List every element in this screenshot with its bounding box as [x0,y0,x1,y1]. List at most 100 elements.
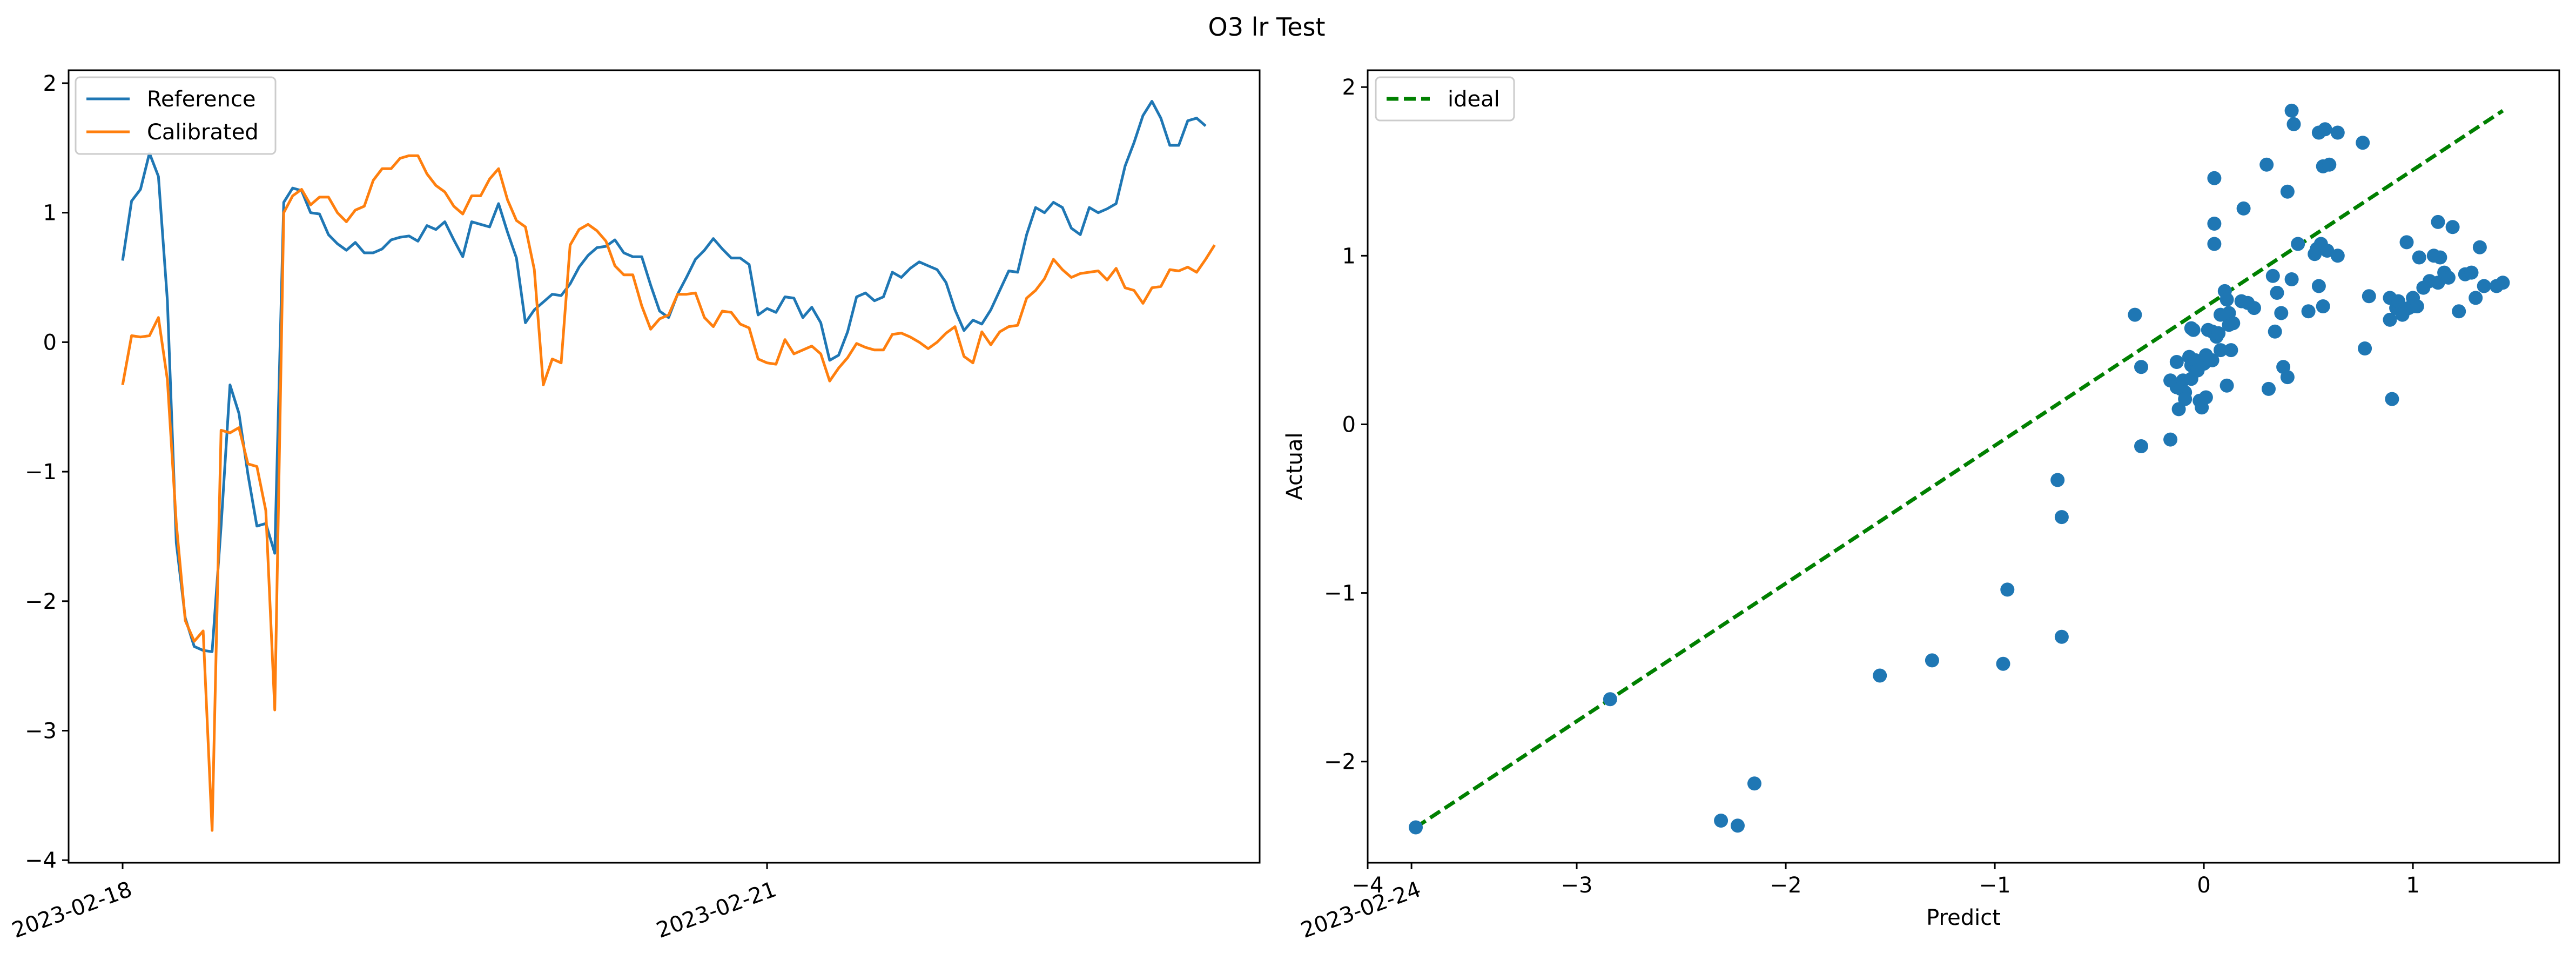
scatter-point [1925,653,1939,668]
scatter-point [2286,117,2301,131]
scatter-point [2477,279,2491,293]
x-tick-label: −2 [1770,873,1802,898]
scatter-point [2445,220,2460,234]
scatter-point [2226,316,2241,331]
scatter-point [2284,103,2299,118]
scatter-point [2207,237,2222,251]
scatter-point [2433,250,2447,265]
ideal-line [1415,109,2504,829]
scatter-point [2452,304,2466,319]
scatter-point [2169,355,2184,369]
scatter-point [2134,360,2148,374]
scatter-point [1747,776,1761,791]
scatter-point [2236,201,2251,216]
figure-title: O3 lr Test [1208,12,1326,42]
scatter-point [2330,249,2345,263]
y-tick-label: 0 [43,330,57,355]
right-legend-box [1375,76,1515,122]
right-axes-frame [1367,69,2560,864]
scatter-panel: −2 −1 0 1 2 −4 −3 −2 −1 0 1 Predict Actual ideal [1282,69,2560,930]
scatter-point [2399,235,2414,250]
scatter-point [2280,370,2295,385]
scatter-point [2318,122,2332,137]
scatter-point [1996,656,2010,671]
y-tick-label: −2 [1324,750,1356,775]
scatter-point [2301,304,2316,319]
scatter-point [2330,125,2345,140]
y-tick-label: −4 [25,848,57,873]
y-tick-label: 2 [1342,75,1356,100]
scatter-point [2391,294,2405,308]
legend-ideal-label: ideal [1448,87,1500,112]
scatter-point [2385,392,2399,406]
scatter-point [2247,301,2261,315]
y-tick-label: 2 [43,71,57,96]
ideal-line-group [1415,109,2504,829]
x-tick-label: −4 [1352,873,1384,898]
scatter-point [2268,324,2282,339]
scatter-point [2265,268,2280,283]
scatter-point [2000,582,2015,597]
left-series-lines [121,100,1216,832]
scatter-point [2356,136,2370,150]
right-x-ticks: −4 −3 −2 −1 0 1 [1352,863,2420,898]
scatter-point [2410,299,2424,313]
scatter-point [2224,343,2238,358]
right-y-ticks: −2 −1 0 1 2 [1324,75,1368,775]
y-tick-label: −2 [25,589,57,614]
scatter-point [2219,292,2234,307]
x-tick-label: −3 [1561,873,1593,898]
scatter-point [2320,244,2335,258]
scatter-point [2163,432,2178,447]
scatter-point [1714,814,1728,828]
y-tick-label: −1 [1324,581,1356,606]
left-legend-box [75,76,277,155]
scatter-point [2128,307,2142,322]
left-y-ticks: −4 −3 −2 −1 0 1 2 [25,71,69,873]
scatter-point [2280,184,2295,199]
scatter-point [2198,390,2213,405]
scatter-point [2219,378,2234,393]
scatter-point [2207,217,2222,231]
scatter-point [2050,473,2065,487]
scatter-point [2207,171,2222,185]
scatter-point [2316,299,2330,313]
scatter-point [2186,323,2201,337]
scatter-point [2054,510,2069,525]
scatter-point [2259,157,2274,172]
scatter-point [2214,343,2228,358]
left-axes-frame [68,69,1261,864]
scatter-point [2464,265,2479,280]
x-tick-label: 1 [2406,873,2419,898]
scatter-point [2441,270,2456,285]
x-tick-label: −1 [1979,873,2011,898]
y-tick-label: −3 [25,719,57,744]
scatter-point [2178,392,2192,406]
scatter-points [1409,103,2510,835]
legend-reference-label: Reference [147,87,255,112]
right-legend: ideal [1375,76,1515,122]
scatter-point [1409,820,1423,835]
scatter-point [2274,306,2289,320]
scatter-point [2054,629,2069,644]
scatter-point [2431,214,2445,229]
series-line-calibrated [121,154,1216,832]
scatter-point [2412,250,2426,265]
scatter-point [2270,286,2284,300]
scatter-point [2431,276,2445,290]
y-tick-label: 1 [43,201,57,226]
scatter-point [2262,381,2276,396]
scatter-point [2358,341,2372,355]
scatter-point [2496,276,2510,290]
scatter-point [2362,289,2376,304]
scatter-point [2205,353,2219,367]
scatter-point [2291,237,2305,251]
scatter-point [2383,312,2397,327]
scatter-point [1873,668,1887,683]
x-axis-label: Predict [1926,905,2001,930]
scatter-point [2171,402,2186,417]
y-tick-label: 1 [1342,244,1356,268]
left-legend: Reference Calibrated [75,76,277,155]
